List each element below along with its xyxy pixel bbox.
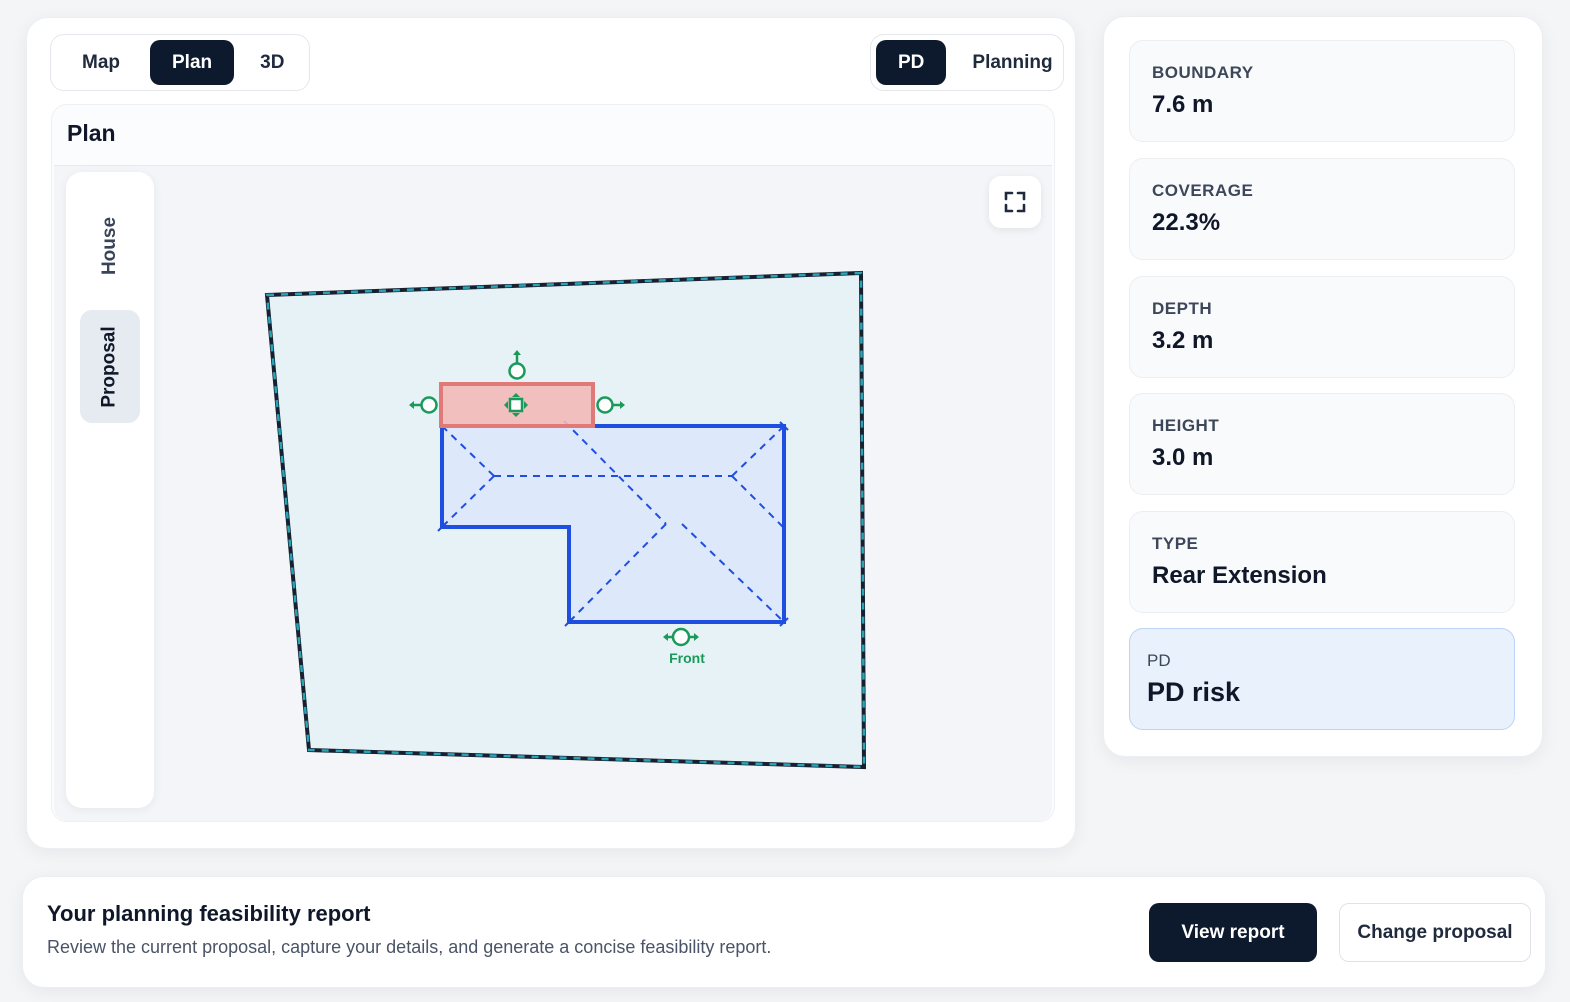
report-card: Your planning feasibility report Review …	[22, 876, 1546, 988]
change-proposal-button[interactable]: Change proposal	[1339, 903, 1531, 962]
tab-proposal[interactable]: Proposal	[80, 310, 140, 423]
metric-height: HEIGHT 3.0 m	[1129, 393, 1515, 495]
view-report-button[interactable]: View report	[1149, 903, 1317, 962]
metric-coverage: COVERAGE 22.3%	[1129, 158, 1515, 260]
metric-label: DEPTH	[1152, 299, 1213, 318]
tab-pd[interactable]: PD	[876, 40, 947, 85]
resize-right-handle[interactable]	[596, 396, 626, 414]
metric-label: HEIGHT	[1152, 416, 1220, 435]
resize-top-handle[interactable]	[508, 350, 526, 380]
plan-panel: Plan	[51, 104, 1055, 822]
site-boundary-dash	[265, 271, 866, 769]
metric-value: 7.6 m	[1152, 91, 1214, 118]
metric-value: 3.0 m	[1152, 444, 1214, 471]
tab-map[interactable]: Map	[82, 51, 120, 73]
metric-label: TYPE	[1152, 534, 1199, 553]
report-title: Your planning feasibility report	[47, 901, 371, 926]
front-handle[interactable]	[663, 627, 699, 647]
plan-title: Plan	[67, 120, 116, 146]
tab-house[interactable]: House	[80, 196, 140, 296]
metric-value: 3.2 m	[1152, 327, 1214, 354]
move-handle[interactable]	[504, 393, 528, 417]
side-tabs: House Proposal	[66, 172, 154, 808]
resize-left-handle[interactable]	[409, 396, 438, 414]
fullscreen-icon	[1004, 191, 1026, 213]
tab-proposal-label: Proposal	[99, 325, 120, 408]
plan-card: Map Plan 3D PD Planning Plan	[26, 17, 1076, 849]
tab-3d[interactable]: 3D	[260, 51, 285, 73]
front-label: Front	[669, 650, 705, 666]
mode-tabs: PD Planning	[870, 34, 1064, 91]
metrics-card: BOUNDARY 7.6 m COVERAGE 22.3% DEPTH 3.2 …	[1103, 16, 1543, 757]
metric-label: PD	[1147, 651, 1171, 670]
metric-label: COVERAGE	[1152, 181, 1254, 200]
tab-plan[interactable]: Plan	[150, 40, 235, 85]
report-description: Review the current proposal, capture you…	[47, 937, 772, 957]
plan-drawing[interactable]: Front	[54, 166, 1052, 822]
view-tabs: Map Plan 3D	[50, 34, 310, 91]
fullscreen-button[interactable]	[989, 176, 1041, 228]
metric-depth: DEPTH 3.2 m	[1129, 276, 1515, 378]
tab-house-label: House	[98, 216, 120, 276]
plan-canvas[interactable]: Front House Proposal	[54, 165, 1052, 821]
metric-value: Rear Extension	[1152, 562, 1327, 589]
metric-type: TYPE Rear Extension	[1129, 511, 1515, 613]
metric-boundary: BOUNDARY 7.6 m	[1129, 40, 1515, 142]
metric-pd-status: PD PD risk	[1129, 628, 1515, 730]
metric-value: PD risk	[1147, 677, 1241, 707]
roof-lines	[441, 420, 787, 623]
tab-planning[interactable]: Planning	[972, 51, 1053, 73]
house-corner-ticks	[437, 421, 789, 627]
metric-value: 22.3%	[1152, 209, 1221, 236]
metric-label: BOUNDARY	[1152, 63, 1254, 82]
